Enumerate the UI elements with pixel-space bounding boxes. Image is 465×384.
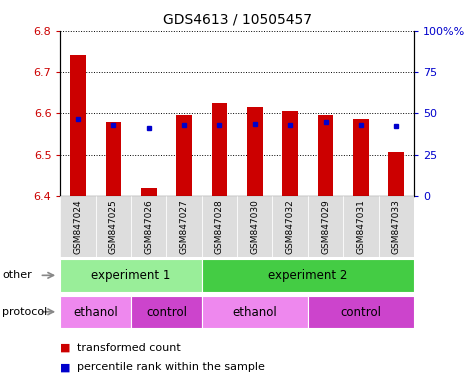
Text: ethanol: ethanol: [232, 306, 277, 318]
Bar: [202, 259, 414, 292]
Text: control: control: [340, 306, 381, 318]
Title: GDS4613 / 10505457: GDS4613 / 10505457: [163, 13, 312, 27]
Text: GSM847026: GSM847026: [144, 199, 153, 254]
Text: GSM847032: GSM847032: [286, 199, 295, 254]
Bar: [379, 196, 414, 257]
Text: ■: ■: [60, 343, 71, 353]
Bar: [96, 196, 131, 257]
Bar: [131, 296, 202, 328]
Text: GSM847025: GSM847025: [109, 199, 118, 254]
Bar: [202, 296, 308, 328]
Bar: [388, 152, 404, 196]
Bar: [308, 196, 343, 257]
Bar: [60, 196, 96, 257]
Bar: [141, 188, 157, 196]
Text: protocol: protocol: [2, 307, 47, 317]
Text: percentile rank within the sample: percentile rank within the sample: [77, 362, 265, 372]
Text: GSM847024: GSM847024: [73, 199, 83, 253]
Bar: [308, 296, 414, 328]
Bar: [318, 115, 333, 196]
Bar: [60, 259, 202, 292]
Bar: [176, 115, 192, 196]
Bar: [202, 196, 237, 257]
Bar: [131, 196, 166, 257]
Text: other: other: [2, 270, 32, 280]
Text: GSM847028: GSM847028: [215, 199, 224, 254]
Text: transformed count: transformed count: [77, 343, 180, 353]
Bar: [343, 196, 379, 257]
Bar: [237, 196, 272, 257]
Text: ethanol: ethanol: [73, 306, 118, 318]
Text: GSM847027: GSM847027: [179, 199, 189, 254]
Bar: [353, 119, 369, 196]
Text: control: control: [146, 306, 187, 318]
Text: GSM847029: GSM847029: [321, 199, 330, 254]
Bar: [166, 196, 202, 257]
Text: GSM847030: GSM847030: [250, 199, 259, 254]
Bar: [106, 122, 121, 196]
Bar: [272, 196, 308, 257]
Text: GSM847031: GSM847031: [356, 199, 365, 254]
Text: experiment 1: experiment 1: [92, 269, 171, 282]
Bar: [70, 56, 86, 196]
Bar: [282, 111, 298, 196]
Text: ■: ■: [60, 362, 71, 372]
Bar: [212, 103, 227, 196]
Bar: [247, 107, 263, 196]
Text: GSM847033: GSM847033: [392, 199, 401, 254]
Text: experiment 2: experiment 2: [268, 269, 347, 282]
Bar: [60, 296, 131, 328]
